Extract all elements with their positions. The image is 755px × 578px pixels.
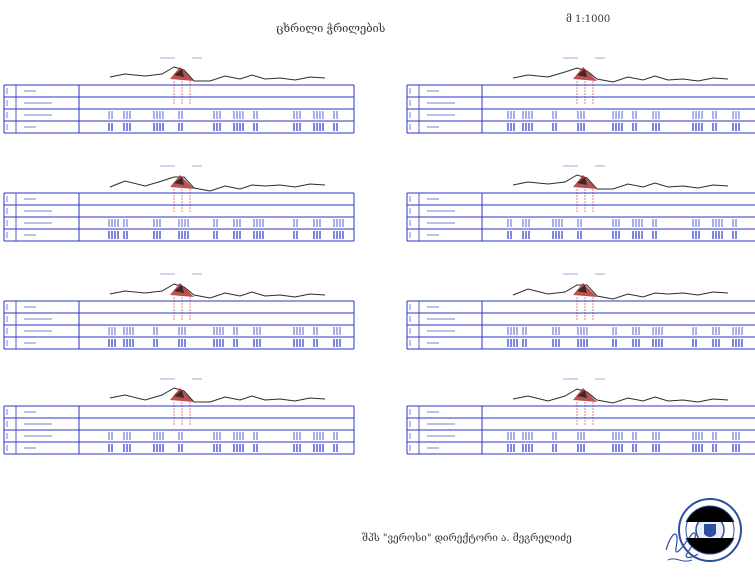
terrain-profile-line bbox=[109, 283, 326, 299]
fill-area bbox=[577, 177, 587, 185]
fill-area bbox=[174, 390, 184, 398]
fill-area bbox=[577, 390, 587, 398]
terrain-profile-line bbox=[109, 66, 326, 82]
cross-section-panel-5 bbox=[3, 273, 356, 373]
fill-area bbox=[174, 285, 184, 293]
cross-section-panel-2 bbox=[406, 57, 755, 157]
fill-area bbox=[174, 177, 184, 185]
document-title: ცხრილი ჭრილების bbox=[276, 22, 386, 35]
cross-section-panel-7 bbox=[3, 378, 356, 478]
cross-section-panel-3 bbox=[3, 165, 356, 265]
terrain-profile-line bbox=[512, 388, 729, 404]
terrain-profile-line bbox=[512, 174, 729, 190]
cross-section-panel-8 bbox=[406, 378, 755, 478]
cross-section-panel-1 bbox=[3, 57, 356, 157]
terrain-profile-line bbox=[109, 387, 326, 403]
cross-section-panel-4 bbox=[406, 165, 755, 265]
round-stamp-icon bbox=[678, 498, 742, 562]
terrain-profile-line bbox=[512, 284, 729, 300]
fill-area bbox=[577, 285, 587, 293]
footer-signature-line: შპს "ვეროსი" დირექტორი ა. მეგრელიძე bbox=[362, 533, 572, 544]
terrain-profile-line bbox=[512, 67, 729, 83]
fill-area bbox=[174, 69, 184, 77]
terrain-profile-line bbox=[109, 176, 326, 192]
cross-section-panel-6 bbox=[406, 273, 755, 373]
scale-label: მ 1:1000 bbox=[566, 14, 611, 25]
fill-area bbox=[577, 69, 587, 77]
handwritten-signature-icon bbox=[665, 532, 699, 562]
